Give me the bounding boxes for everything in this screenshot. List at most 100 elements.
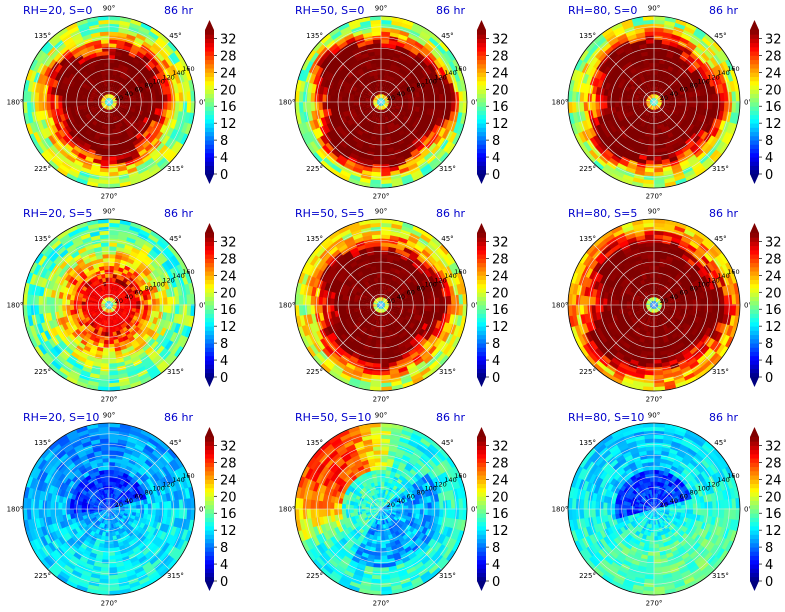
colormap-cell <box>131 94 137 99</box>
colormap-cell <box>349 300 354 306</box>
colorbar-segment <box>205 343 214 348</box>
colormap-cell <box>327 27 340 38</box>
colormap-cell <box>94 309 99 314</box>
colormap-cell <box>709 136 720 148</box>
colormap-cell <box>368 100 374 103</box>
colormap-cell <box>50 157 62 169</box>
colormap-cell <box>23 79 30 93</box>
colormap-cell <box>26 91 32 103</box>
colormap-cell <box>134 345 144 353</box>
colormap-cell <box>128 301 134 305</box>
colormap-cell <box>388 102 394 106</box>
colormap-cell <box>301 133 311 146</box>
colormap-cell <box>630 16 644 23</box>
colormap-cell <box>581 130 591 143</box>
colormap-cell <box>120 304 126 308</box>
colormap-cell <box>304 71 313 84</box>
colormap-cell <box>703 144 714 155</box>
colormap-cell <box>82 133 90 140</box>
colormap-cell <box>127 25 140 34</box>
colormap-cell <box>391 181 405 188</box>
colormap-cell <box>373 74 378 80</box>
colormap-cell <box>439 93 445 102</box>
colormap-cell <box>306 92 312 103</box>
colormap-cell <box>142 343 152 352</box>
colormap-cell <box>44 340 54 352</box>
colormap-cell <box>71 162 83 172</box>
colormap-cell <box>634 96 639 101</box>
colormap-cell <box>384 103 390 106</box>
colormap-cell <box>376 102 381 104</box>
colormap-cell <box>398 54 407 62</box>
colormap-cell <box>673 64 681 71</box>
colormap-cell <box>104 129 110 134</box>
angle-label: 180° <box>279 99 296 107</box>
colormap-cell <box>47 160 60 172</box>
colormap-cell <box>654 140 661 146</box>
colormap-cell <box>156 122 164 132</box>
colormap-cell <box>353 297 359 303</box>
colormap-cell <box>108 27 119 33</box>
colormap-cell <box>358 121 365 128</box>
colormap-cell <box>85 44 95 52</box>
colormap-cell <box>638 105 644 109</box>
colormap-cell <box>61 60 71 70</box>
colormap-cell <box>112 306 118 309</box>
colormap-cell <box>82 54 91 62</box>
colormap-cell <box>89 307 94 311</box>
colormap-cell <box>150 259 160 270</box>
colormap-cell <box>671 163 682 171</box>
colormap-cell <box>630 107 636 112</box>
colormap-cell <box>119 95 125 99</box>
colormap-cell <box>431 69 440 80</box>
colormap-cell <box>384 306 389 310</box>
colormap-cell <box>388 303 394 305</box>
colorbar-segment <box>205 42 214 48</box>
colormap-cell <box>113 92 118 97</box>
colormap-cell <box>622 105 628 111</box>
colormap-cell <box>369 95 375 100</box>
colormap-cell <box>80 370 92 378</box>
colormap-cell <box>588 127 597 139</box>
colorbar-tick-label: 16 <box>492 100 509 115</box>
colormap-cell <box>135 235 147 245</box>
colormap-cell <box>347 132 356 140</box>
colormap-cell <box>42 246 54 258</box>
colormap-cell <box>101 306 106 310</box>
colormap-cell <box>380 19 392 25</box>
colormap-cell <box>348 43 359 52</box>
colormap-cell <box>159 101 165 110</box>
colormap-cell <box>114 120 119 126</box>
colormap-cell <box>673 170 685 179</box>
colormap-cell <box>377 109 381 115</box>
colormap-cell <box>668 94 674 98</box>
colormap-cell <box>124 155 134 163</box>
colormap-cell <box>103 343 110 349</box>
colormap-cell <box>77 296 83 302</box>
colormap-cell <box>142 72 151 81</box>
colormap-cell <box>694 75 702 84</box>
colormap-cell <box>374 323 379 329</box>
colormap-cell <box>654 125 658 130</box>
colormap-cell <box>301 122 310 135</box>
colormap-cell <box>356 58 365 65</box>
colormap-cell <box>68 232 81 242</box>
colormap-cell <box>642 97 647 101</box>
colormap-cell <box>75 335 84 343</box>
colormap-cell <box>109 97 111 102</box>
colormap-cell <box>149 119 157 128</box>
colormap-cell <box>130 177 143 186</box>
colorbar-extend-bottom <box>205 377 214 387</box>
colormap-cell <box>656 95 660 100</box>
colormap-cell <box>161 45 172 57</box>
colormap-cell <box>100 42 109 48</box>
colormap-cell <box>585 119 593 130</box>
colormap-cell <box>142 275 151 284</box>
colormap-cell <box>399 142 408 150</box>
colormap-cell <box>381 332 386 337</box>
angle-label: 0° <box>199 302 207 310</box>
colormap-cell <box>103 105 108 110</box>
colormap-cell <box>103 308 108 313</box>
colormap-cell <box>408 28 421 38</box>
colormap-cell <box>384 294 389 299</box>
